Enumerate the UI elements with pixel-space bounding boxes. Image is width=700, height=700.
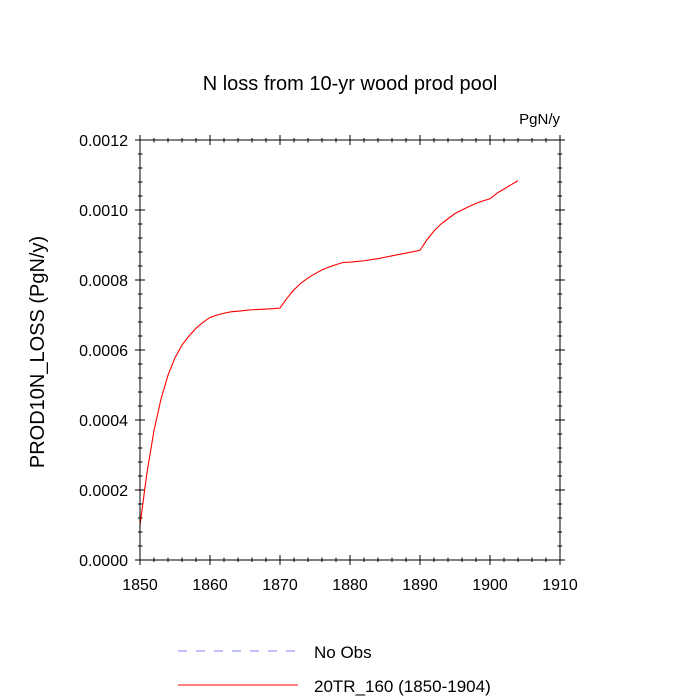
chart-title: N loss from 10-yr wood prod pool bbox=[203, 73, 498, 95]
y-tick-label: 0.0012 bbox=[79, 133, 128, 150]
x-tick-label: 1880 bbox=[332, 577, 368, 594]
plot-frame bbox=[139, 139, 561, 561]
series-lines bbox=[139, 180, 519, 526]
y-axis-label: PROD10N_LOSS (PgN/y) bbox=[27, 236, 49, 468]
legend: No Obs 20TR_160 (1850-1904) bbox=[178, 643, 491, 696]
x-axis-tick-labels: 1850 1860 1870 1880 1890 1900 1910 bbox=[122, 577, 578, 594]
x-tick-label: 1900 bbox=[472, 577, 508, 594]
y-tick-label: 0.0000 bbox=[79, 553, 128, 570]
y-tick-label: 0.0010 bbox=[79, 203, 128, 220]
x-tick-label: 1850 bbox=[122, 577, 158, 594]
series-line-1 bbox=[139, 180, 519, 526]
y-tick-label: 0.0006 bbox=[79, 343, 128, 360]
legend-label-no-obs: No Obs bbox=[314, 643, 372, 662]
x-tick-label: 1860 bbox=[192, 577, 228, 594]
units-label: PgN/y bbox=[519, 111, 560, 128]
x-tick-label: 1890 bbox=[402, 577, 438, 594]
x-axis-ticks bbox=[139, 135, 561, 565]
x-tick-label: 1870 bbox=[262, 577, 298, 594]
y-axis-ticks bbox=[135, 139, 565, 561]
y-tick-label: 0.0002 bbox=[79, 483, 128, 500]
y-tick-label: 0.0004 bbox=[79, 413, 128, 430]
x-tick-label: 1910 bbox=[542, 577, 578, 594]
y-tick-label: 0.0008 bbox=[79, 273, 128, 290]
legend-label-20tr-160: 20TR_160 (1850-1904) bbox=[314, 677, 491, 696]
y-axis-tick-labels: 0.0000 0.0002 0.0004 0.0006 0.0008 0.0010 0.00… bbox=[79, 133, 128, 570]
